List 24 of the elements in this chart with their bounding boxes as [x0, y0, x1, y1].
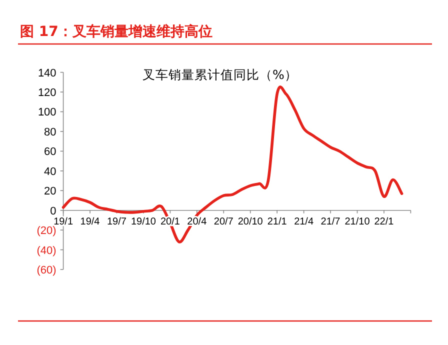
y-tick-label: 0: [50, 205, 56, 218]
x-tick-label: 20/10: [238, 216, 264, 228]
x-tick-label: 19/1: [54, 216, 74, 228]
x-tick-label: 21/1: [267, 216, 288, 228]
y-tick-label: (20): [36, 225, 56, 238]
y-tick-label: (40): [36, 244, 56, 257]
y-tick-label: 140: [38, 67, 56, 80]
y-tick-label: 100: [38, 106, 56, 119]
y-tick-label: 40: [44, 166, 56, 178]
x-tick-label: 21/4: [294, 216, 314, 228]
x-tick-label: 19/10: [130, 216, 156, 228]
y-tick-label: 80: [44, 126, 56, 138]
chart-title: 图 17：叉车销量增速维持高位: [20, 23, 212, 40]
y-tick-label: (60): [36, 264, 56, 276]
x-tick-label: 22/1: [374, 216, 394, 228]
x-tick-label: 21/7: [320, 216, 341, 228]
y-tick-label: 20: [44, 186, 56, 198]
y-tick-label: 120: [38, 87, 56, 100]
x-tick-label: 19/4: [80, 216, 100, 228]
x-tick-label: 20/7: [214, 216, 234, 228]
x-tick-label: 19/7: [107, 216, 127, 228]
x-tick-label: 21/10: [344, 216, 370, 228]
y-tick-label: 60: [44, 146, 56, 158]
chart-subtitle: 叉车销量累计值同比（%）: [142, 67, 298, 82]
